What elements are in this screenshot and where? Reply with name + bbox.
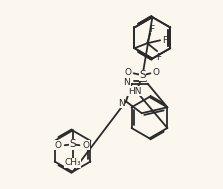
Text: O: O xyxy=(83,141,90,150)
Text: CH₃: CH₃ xyxy=(64,159,81,167)
Text: HN: HN xyxy=(128,87,141,96)
Text: S: S xyxy=(69,139,76,149)
Text: F: F xyxy=(162,36,167,45)
Text: O: O xyxy=(124,68,131,77)
Text: N: N xyxy=(118,99,124,108)
Text: F: F xyxy=(157,53,162,62)
Text: S: S xyxy=(139,70,146,80)
Text: O: O xyxy=(153,68,160,77)
Text: O: O xyxy=(54,141,61,150)
Text: F: F xyxy=(149,25,154,34)
Text: N: N xyxy=(124,78,130,87)
